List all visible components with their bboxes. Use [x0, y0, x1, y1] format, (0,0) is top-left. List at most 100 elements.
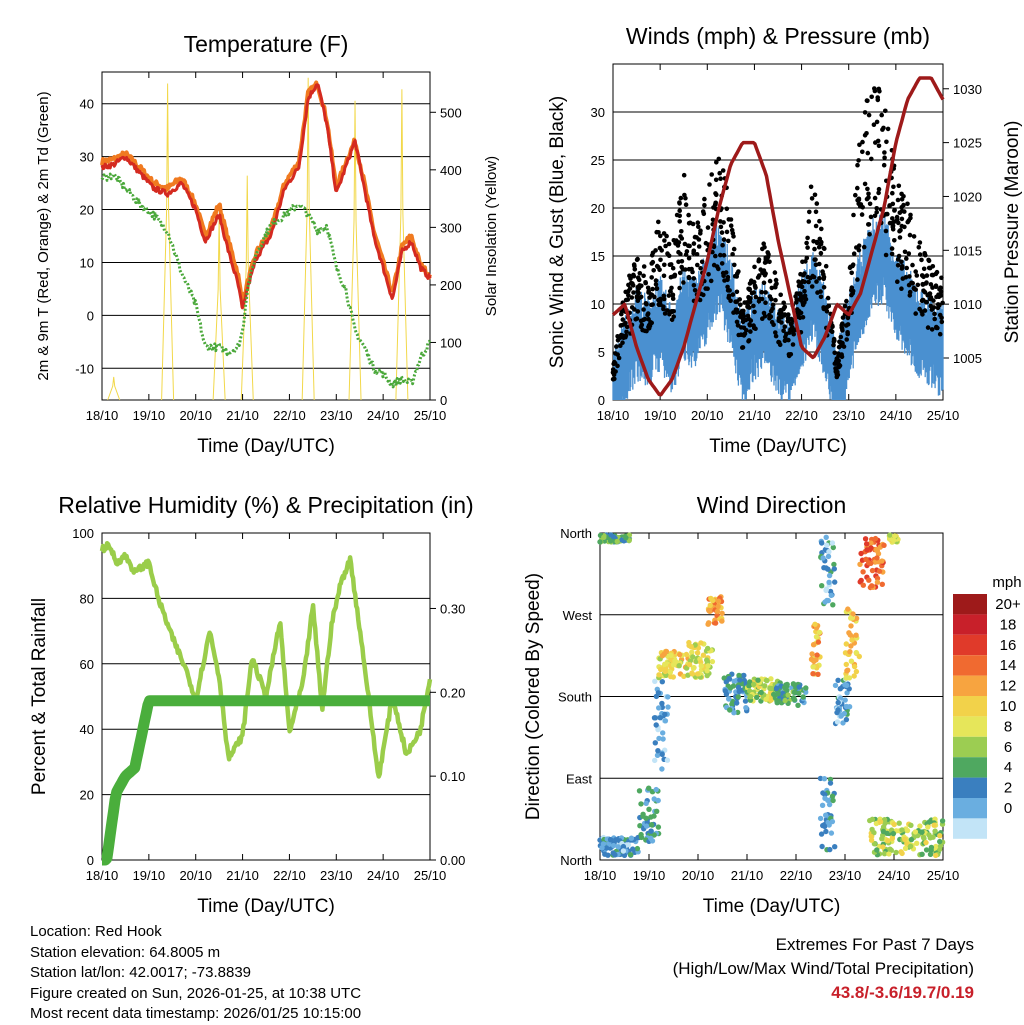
- rh-ytick-label: 100: [72, 526, 94, 541]
- direction-point: [659, 700, 665, 707]
- direction-point: [687, 662, 693, 668]
- gust-point: [874, 206, 879, 211]
- gust-point: [626, 288, 631, 294]
- gust-point: [867, 201, 873, 207]
- direction-point: [648, 828, 654, 834]
- direction-point: [822, 599, 828, 605]
- gust-point: [857, 142, 862, 148]
- direction-point: [656, 672, 662, 678]
- gust-point: [921, 297, 926, 303]
- gust-point: [641, 264, 647, 269]
- direction-point: [712, 620, 719, 626]
- direction-point: [796, 690, 802, 696]
- gust-point: [700, 209, 706, 214]
- gust-point: [713, 177, 719, 183]
- direction-point: [808, 656, 815, 662]
- direction-point: [657, 715, 663, 721]
- gust-point: [746, 316, 751, 322]
- direction-point: [810, 642, 817, 648]
- temp-y2tick-label: 100: [440, 335, 462, 350]
- gust-point: [747, 305, 752, 310]
- direction-point: [823, 587, 829, 594]
- gust-point: [902, 224, 907, 230]
- gust-point: [656, 219, 661, 225]
- direction-point: [763, 696, 769, 703]
- direction-point: [812, 621, 818, 627]
- direction-point: [933, 843, 939, 850]
- gust-point: [653, 282, 659, 287]
- gust-point: [661, 293, 667, 299]
- rh-xtick-label: 20/10: [179, 868, 212, 883]
- gust-point: [904, 265, 909, 271]
- direction-point: [872, 535, 879, 542]
- legend-swatch: [953, 634, 987, 656]
- direction-point: [640, 813, 646, 819]
- gust-point: [812, 192, 818, 198]
- gust-point: [731, 234, 736, 239]
- gust-point: [759, 289, 764, 295]
- legend-label: 6: [1004, 739, 1012, 756]
- direction-point: [907, 843, 914, 849]
- gust-point: [814, 279, 819, 284]
- gust-point: [662, 238, 667, 243]
- dir-ytick-label: North: [560, 526, 592, 541]
- gust-point: [735, 323, 741, 328]
- direction-point: [740, 672, 747, 679]
- gust-point: [935, 305, 941, 311]
- gust-point: [637, 271, 643, 276]
- gust-point: [696, 244, 702, 249]
- gust-point: [915, 282, 921, 288]
- winds-y2tick-label: 1010: [953, 297, 982, 312]
- gust-point: [719, 230, 725, 235]
- direction-point: [914, 840, 920, 846]
- direction-point: [790, 681, 797, 687]
- gust-point: [842, 304, 848, 309]
- direction-point: [932, 828, 938, 834]
- gust-point: [718, 224, 724, 230]
- gust-point: [810, 273, 815, 279]
- temp-ytick-label: 10: [80, 255, 94, 270]
- rh-y2tick-label: 0.30: [440, 601, 465, 616]
- winds-y2tick-label: 1005: [953, 351, 982, 366]
- gust-point: [825, 295, 831, 301]
- gust-point: [838, 334, 844, 340]
- direction-point: [729, 701, 735, 707]
- gust-point: [744, 300, 750, 305]
- direction-point: [896, 820, 902, 826]
- direction-point: [823, 534, 829, 540]
- gust-point: [844, 337, 849, 342]
- direction-point: [705, 663, 711, 669]
- gust-point: [855, 162, 860, 168]
- gust-point: [876, 186, 882, 192]
- direction-point: [874, 555, 880, 561]
- gust-point: [831, 336, 837, 342]
- gust-point: [721, 253, 727, 258]
- direction-point: [880, 828, 887, 835]
- gust-point: [805, 245, 810, 250]
- direction-point: [815, 639, 822, 645]
- gust-point: [679, 264, 684, 270]
- legend-swatch: [953, 736, 987, 758]
- direction-point: [919, 851, 925, 857]
- winds-xtick-label: 24/10: [880, 408, 913, 423]
- direction-point: [828, 592, 834, 599]
- gust-point: [882, 155, 887, 160]
- gust-point: [646, 288, 651, 294]
- dir-ytick-label: East: [566, 771, 592, 786]
- rh-y2tick-label: 0.20: [440, 685, 465, 700]
- gust-point: [822, 246, 827, 251]
- winds-xtick-label: 21/10: [738, 408, 771, 423]
- direction-point: [908, 836, 915, 843]
- direction-point: [930, 834, 936, 840]
- gust-point: [707, 182, 712, 187]
- temp-xtick-label: 18/10: [86, 408, 119, 423]
- direction-point: [651, 832, 657, 838]
- gust-point: [790, 342, 796, 347]
- gust-point: [668, 289, 673, 294]
- gust-point: [709, 172, 714, 177]
- gust-point: [862, 133, 868, 138]
- dir-ytick-label: South: [558, 690, 592, 705]
- gust-point: [859, 212, 865, 217]
- direction-point: [866, 577, 872, 583]
